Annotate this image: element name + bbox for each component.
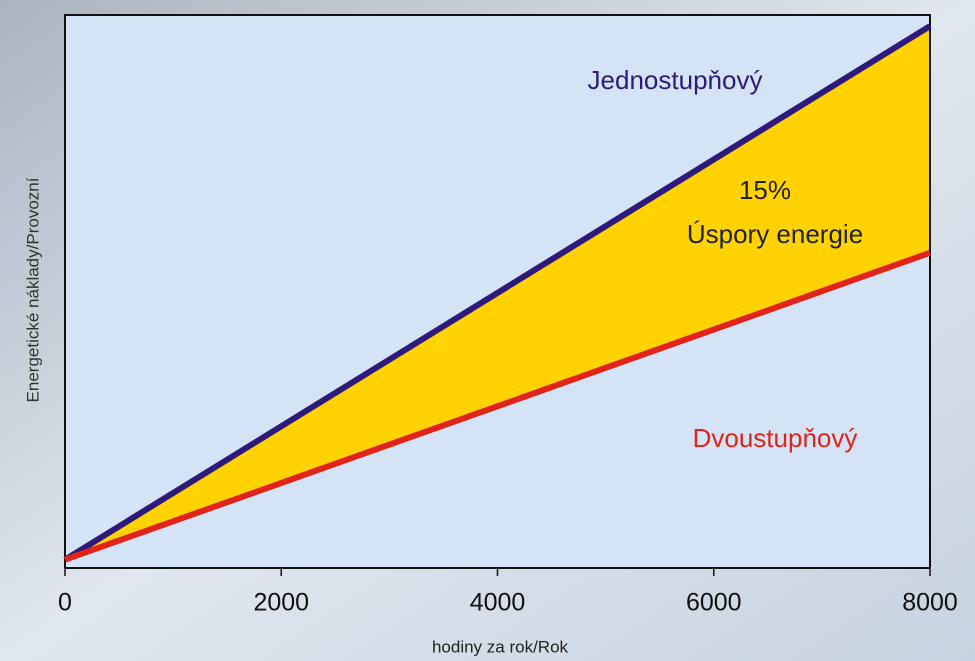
plot-frame xyxy=(64,14,931,568)
series-line xyxy=(63,23,932,563)
annotation: Úspory energie xyxy=(687,219,863,249)
y-axis-label: Energetické náklady/Provozní xyxy=(23,177,42,402)
x-tick-label: 2000 xyxy=(253,589,309,617)
x-tick-label: 6000 xyxy=(686,589,742,617)
series-line xyxy=(63,249,932,563)
x-axis-label: hodiny za rok/Rok xyxy=(432,637,569,656)
x-tick-label: 8000 xyxy=(902,589,958,617)
x-tick-label: 4000 xyxy=(470,589,526,617)
series-label: Dvoustupňový xyxy=(693,423,858,453)
annotation: 15% xyxy=(739,175,791,205)
series-label: Jednostupňový xyxy=(588,65,763,95)
x-tick-label: 0 xyxy=(58,589,72,617)
